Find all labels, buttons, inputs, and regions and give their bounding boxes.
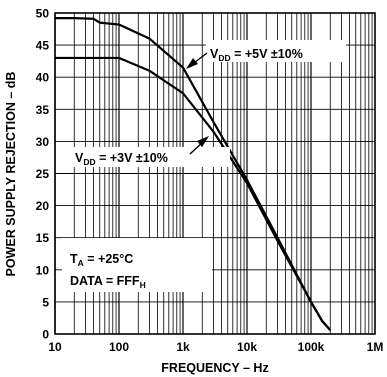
- x-tick-label: 100k: [298, 340, 325, 354]
- y-tick-label: 0: [42, 328, 49, 342]
- temp-label-box: [62, 238, 212, 292]
- x-tick-label: 10: [48, 340, 62, 354]
- plot-frame: [54, 12, 376, 335]
- y-tick-label: 40: [36, 71, 50, 85]
- y-tick-label: 10: [36, 263, 50, 277]
- y-tick-label: 15: [36, 231, 50, 245]
- x-tick-label: 1k: [176, 340, 190, 354]
- vdd3-arrow: [189, 136, 209, 155]
- vdd5-arrow: [186, 52, 208, 69]
- x-tick-label: 10k: [237, 340, 257, 354]
- y-tick-label: 35: [36, 103, 50, 117]
- y-tick-label: 45: [36, 39, 50, 53]
- x-axis-label: FREQUENCY – Hz: [161, 361, 268, 375]
- y-tick-label: 5: [42, 295, 49, 309]
- vdd5-label: VDD = +5V ±10%: [210, 47, 303, 63]
- tick-labels: 10 100 1k 10k 100k 1M 0 5 10 15 20 25 30 35 40 45 50: [36, 7, 384, 355]
- data-label: DATA = FFFH: [70, 274, 146, 290]
- y-tick-label: 25: [36, 167, 50, 181]
- x-tick-label: 1M: [367, 340, 384, 354]
- x-tick-label: 100: [109, 340, 129, 354]
- vdd5-label-box: [206, 40, 346, 62]
- vdd3-label: VDD = +3V ±10%: [75, 151, 168, 167]
- temp-label: TA = +25°C: [70, 252, 133, 268]
- y-tick-label: 20: [36, 199, 50, 213]
- series-line-vdd3: [55, 56, 332, 331]
- series-lines: [55, 17, 332, 331]
- y-tick-label: 30: [36, 135, 50, 149]
- y-axis-label: POWER SUPPLY REJECTION – dB: [4, 72, 18, 277]
- y-tick-label: 50: [36, 7, 50, 21]
- vdd3-label-box: [70, 147, 230, 167]
